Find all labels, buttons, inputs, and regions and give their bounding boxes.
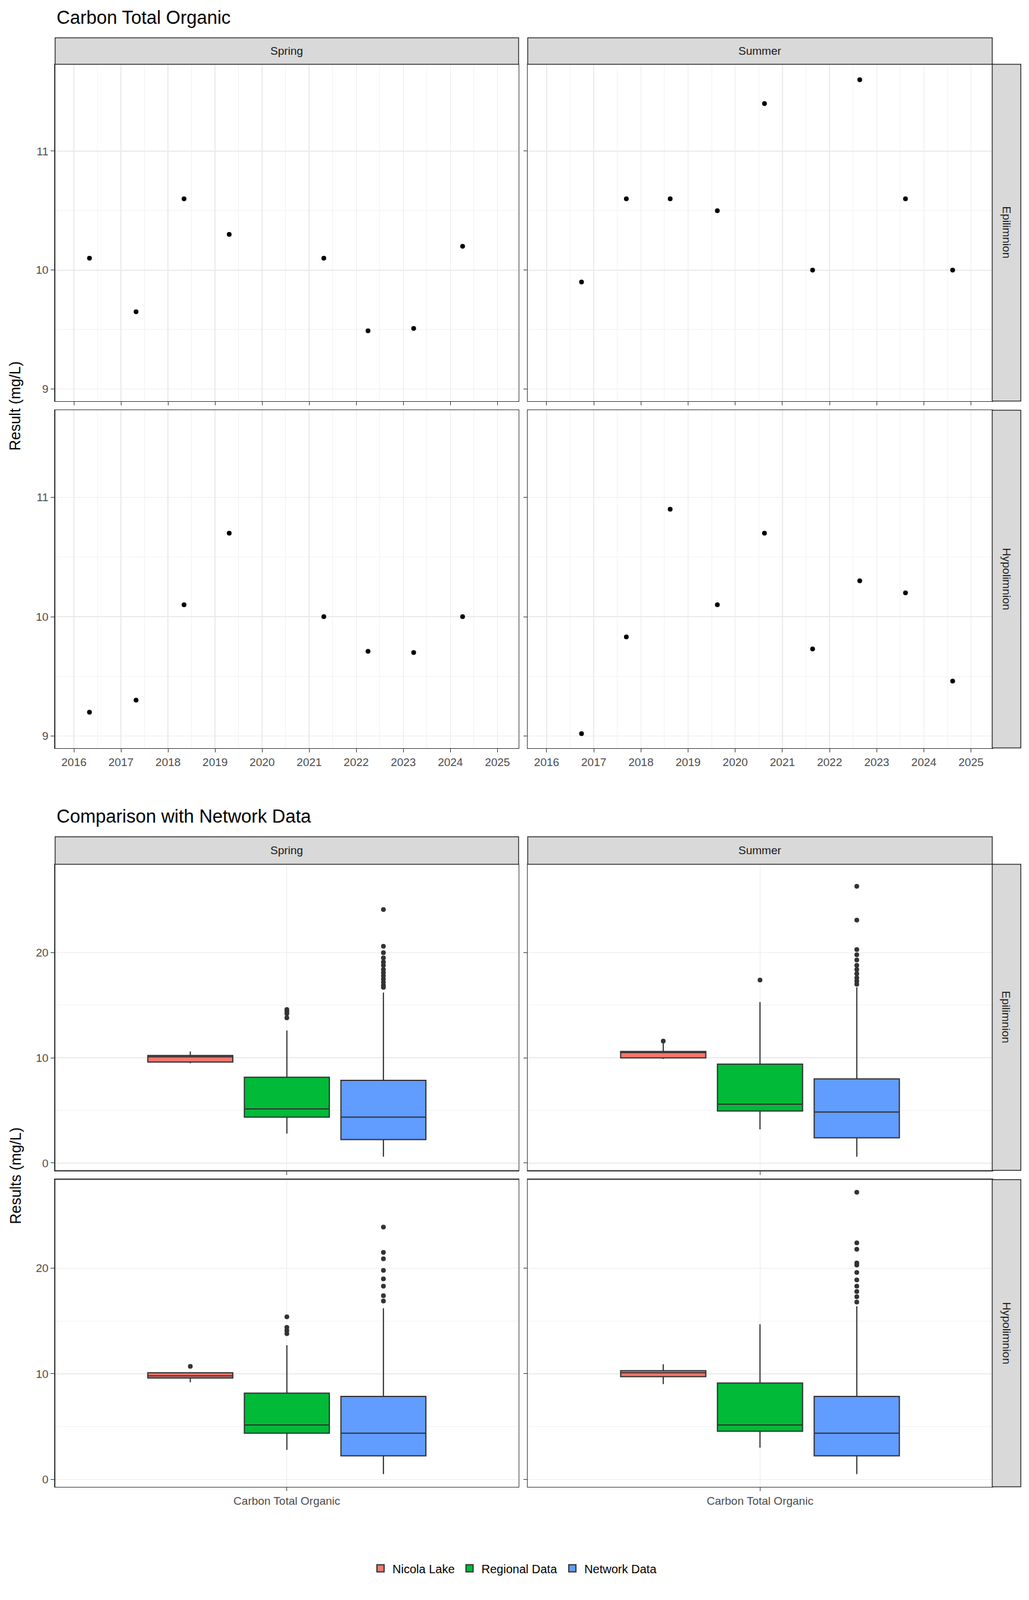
svg-text:2016: 2016 xyxy=(534,756,560,769)
svg-text:2016: 2016 xyxy=(61,756,87,769)
svg-text:Epilimnion: Epilimnion xyxy=(1000,206,1013,260)
svg-text:2017: 2017 xyxy=(581,756,607,769)
svg-text:2023: 2023 xyxy=(390,756,416,769)
svg-text:20: 20 xyxy=(35,1262,49,1275)
svg-text:2024: 2024 xyxy=(437,756,464,769)
svg-text:2025: 2025 xyxy=(484,756,510,769)
svg-text:10: 10 xyxy=(35,1368,49,1381)
svg-text:2018: 2018 xyxy=(155,756,181,769)
svg-text:11: 11 xyxy=(36,491,49,504)
svg-text:0: 0 xyxy=(42,1157,49,1171)
svg-text:Comparison with Network Data: Comparison with Network Data xyxy=(56,806,312,828)
svg-text:2018: 2018 xyxy=(628,756,654,769)
svg-text:Spring: Spring xyxy=(270,844,304,857)
svg-text:2022: 2022 xyxy=(343,756,369,769)
svg-text:2021: 2021 xyxy=(296,756,322,769)
svg-text:2020: 2020 xyxy=(249,756,275,769)
svg-text:2023: 2023 xyxy=(864,756,890,769)
svg-text:2019: 2019 xyxy=(675,756,701,769)
svg-text:Results (mg/L): Results (mg/L) xyxy=(7,1127,24,1225)
svg-text:2020: 2020 xyxy=(722,756,748,769)
svg-text:20: 20 xyxy=(35,946,49,960)
svg-text:Nicola Lake: Nicola Lake xyxy=(392,1563,455,1577)
svg-text:Epilimnion: Epilimnion xyxy=(999,991,1013,1044)
svg-text:Regional Data: Regional Data xyxy=(481,1563,558,1577)
svg-text:Carbon Total Organic: Carbon Total Organic xyxy=(233,1495,341,1508)
svg-text:Summer: Summer xyxy=(738,844,782,857)
svg-text:10: 10 xyxy=(35,1052,49,1065)
svg-text:2025: 2025 xyxy=(958,756,984,769)
svg-text:10: 10 xyxy=(35,610,49,624)
svg-text:2022: 2022 xyxy=(817,756,843,769)
svg-text:Hypolimnion: Hypolimnion xyxy=(1000,1302,1013,1365)
svg-text:Spring: Spring xyxy=(270,44,304,58)
svg-text:0: 0 xyxy=(42,1473,49,1487)
svg-text:10: 10 xyxy=(35,263,49,277)
svg-text:2024: 2024 xyxy=(911,756,937,769)
svg-text:2017: 2017 xyxy=(108,756,134,769)
svg-text:9: 9 xyxy=(42,382,49,396)
svg-text:2021: 2021 xyxy=(769,756,795,769)
svg-text:Network Data: Network Data xyxy=(584,1563,657,1577)
svg-text:11: 11 xyxy=(36,145,49,158)
svg-text:Carbon Total Organic: Carbon Total Organic xyxy=(56,7,231,28)
svg-text:2019: 2019 xyxy=(202,756,228,769)
svg-text:Carbon Total Organic: Carbon Total Organic xyxy=(706,1495,814,1508)
svg-text:Summer: Summer xyxy=(738,44,782,58)
svg-text:Result (mg/L): Result (mg/L) xyxy=(6,361,24,451)
svg-text:Hypolimnion: Hypolimnion xyxy=(1000,548,1013,611)
svg-text:9: 9 xyxy=(42,730,49,743)
